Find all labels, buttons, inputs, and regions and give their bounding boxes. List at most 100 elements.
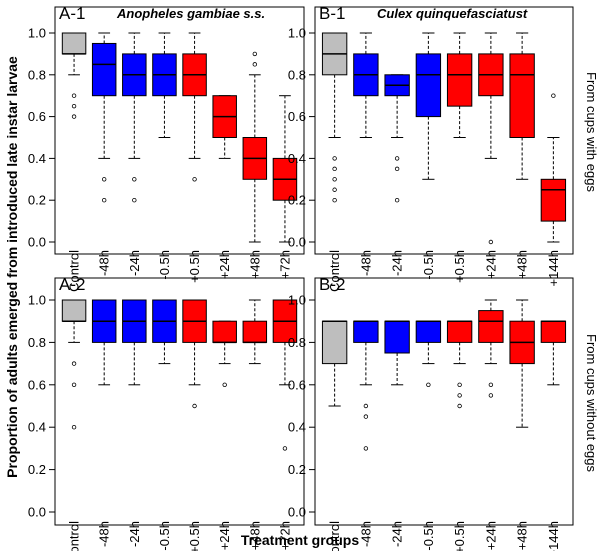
- category-label: +0.5h: [187, 521, 202, 551]
- category-label: -0.5h: [157, 250, 172, 280]
- category-label: -48h: [97, 250, 112, 276]
- box-+48h: +48h: [242, 51, 268, 279]
- category-label: -24h: [390, 521, 405, 547]
- panel-frame: [314, 6, 574, 255]
- category-label: +24h: [217, 250, 232, 279]
- box--48h: -48h: [91, 32, 117, 276]
- box-iqr: [91, 42, 117, 97]
- category-label: +24h: [483, 521, 498, 550]
- panel-title: B-1: [319, 4, 345, 23]
- category-label: -24h: [127, 250, 142, 276]
- category-label: +0.5h: [452, 521, 467, 551]
- category-label: +24h: [483, 250, 498, 279]
- y-tick-label: 0.8: [28, 67, 46, 82]
- outlier-point: [71, 425, 77, 430]
- box--24h: -24h: [122, 299, 147, 547]
- panel-subtitle: Culex quinquefasciatust: [377, 6, 528, 21]
- outlier-point: [192, 403, 197, 409]
- outlier-point: [332, 156, 337, 161]
- y-tick-label: 0.4: [28, 151, 46, 166]
- outlier-point: [132, 197, 137, 203]
- panel-subtitle: Anopheles gambiae s.s.: [116, 6, 265, 21]
- outlier-point: [394, 197, 400, 203]
- box-Control: Control: [61, 32, 87, 292]
- box--48h: -48h: [353, 32, 379, 276]
- y-tick-label: 0.6: [28, 377, 46, 392]
- box--0.5h: -0.5h: [152, 32, 177, 280]
- category-label: +48h: [515, 250, 530, 279]
- y-tick-label: 0.8: [288, 335, 306, 350]
- y-tick-label: 0.2: [288, 193, 306, 208]
- outlier-point: [457, 393, 462, 398]
- panel-frame: [54, 277, 305, 526]
- box-iqr: [61, 299, 87, 322]
- y-tick-label: 0.0: [288, 235, 306, 250]
- y-tick-label: 0.8: [28, 335, 46, 350]
- outlier-point: [488, 239, 494, 245]
- panel-title: A-1: [59, 4, 85, 23]
- y-tick-label: 0.4: [28, 420, 46, 435]
- y-tick-label: 0.0: [28, 505, 46, 520]
- box-+72h: +72h: [272, 95, 298, 279]
- category-label: +24h: [217, 521, 232, 550]
- box-iqr: [212, 320, 237, 343]
- y-tick-label: 1.0: [288, 293, 306, 308]
- category-label: +72h: [277, 521, 292, 550]
- box--24h: -24h: [384, 320, 410, 547]
- y-tick-label: 0.8: [288, 67, 306, 82]
- category-label: +0.5h: [452, 250, 467, 283]
- box-+24h: +24h: [478, 32, 504, 279]
- box-+24h: +24h: [478, 299, 504, 550]
- category-label: -0.5h: [421, 521, 436, 551]
- outlier-point: [488, 393, 494, 398]
- x-axis-label: Treatment groups: [241, 532, 359, 548]
- panel-a-1: 0.0 0.2 0.4 0.6 0.8 1.0 A-1 Anopheles gambiae s…: [28, 4, 305, 292]
- y-tick-label: 0.2: [28, 462, 46, 477]
- box-+24h: +24h: [212, 95, 237, 279]
- outlier-point: [457, 403, 462, 409]
- panel-a-2: 0.0 0.2 0.4 0.6 0.8 1.0 A-2 Control -48h -24h -0.5…: [28, 275, 305, 551]
- outlier-point: [332, 166, 337, 172]
- box-iqr: [415, 53, 442, 118]
- outlier-point: [71, 93, 77, 98]
- category-label: +72h: [277, 250, 292, 279]
- outlier-point: [132, 177, 137, 182]
- row-label-with-eggs: From cups with eggs: [584, 72, 599, 192]
- y-tick-label: 0.0: [28, 235, 46, 250]
- outlier-point: [252, 51, 258, 57]
- box-+0.5h: +0.5h: [446, 32, 473, 283]
- outlier-point: [394, 166, 400, 172]
- category-label: -24h: [127, 521, 142, 547]
- outlier-point: [71, 114, 77, 119]
- outlier-point: [332, 187, 337, 192]
- panel-title: A-2: [59, 275, 85, 294]
- box-Control: Control: [321, 320, 348, 551]
- outlier-point: [101, 197, 107, 203]
- box--0.5h: -0.5h: [152, 299, 177, 551]
- y-tick-label: 0.2: [288, 462, 306, 477]
- y-tick-label: 0.4: [288, 151, 306, 166]
- box--0.5h: -0.5h: [415, 320, 442, 551]
- y-tick-label: 0.0: [288, 505, 306, 520]
- y-tick-label: 0.6: [28, 109, 46, 124]
- box--24h: -24h: [384, 74, 410, 276]
- category-label: -0.5h: [421, 250, 436, 280]
- box--48h: -48h: [353, 320, 379, 547]
- category-label: -0.5h: [157, 521, 172, 551]
- box-+144h: +144h: [540, 320, 567, 551]
- box-+0.5h: +0.5h: [182, 32, 207, 283]
- box-+48h: +48h: [242, 299, 268, 550]
- category-label: -48h: [358, 521, 373, 547]
- y-tick-label: 1.0: [28, 26, 46, 41]
- category-label: +144h: [546, 521, 561, 551]
- category-label: Control: [327, 250, 342, 292]
- row-label-without-eggs: From cups without eggs: [584, 334, 599, 473]
- box-iqr: [540, 178, 567, 222]
- y-tick-label: 0.6: [288, 109, 306, 124]
- y-tick-label: 1.0: [288, 26, 306, 41]
- y-axis-label: Proportion of adults emerged from introd…: [4, 56, 20, 478]
- category-label: +48h: [247, 521, 262, 550]
- box--24h: -24h: [122, 32, 147, 276]
- outlier-point: [222, 382, 227, 387]
